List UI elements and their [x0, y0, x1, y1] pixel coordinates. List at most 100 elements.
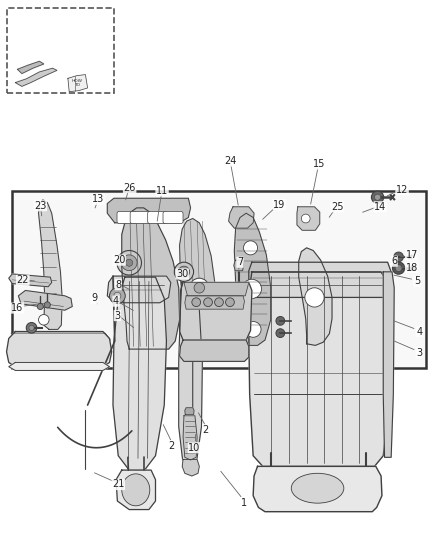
Polygon shape — [185, 296, 244, 309]
Text: HOW
TO: HOW TO — [71, 79, 82, 87]
Text: 8: 8 — [115, 280, 121, 289]
Polygon shape — [107, 198, 191, 223]
Text: 12: 12 — [396, 185, 408, 195]
Circle shape — [276, 317, 285, 325]
Polygon shape — [383, 272, 394, 457]
Polygon shape — [9, 274, 52, 287]
Circle shape — [245, 321, 261, 337]
Circle shape — [394, 252, 403, 262]
Circle shape — [117, 251, 141, 275]
Polygon shape — [234, 213, 271, 345]
Text: 11: 11 — [156, 186, 168, 196]
Circle shape — [276, 329, 285, 337]
Bar — [7, 8, 114, 93]
Polygon shape — [116, 470, 155, 510]
Circle shape — [114, 292, 121, 300]
Text: 15: 15 — [313, 159, 325, 169]
Text: 22: 22 — [17, 276, 29, 285]
Text: 19: 19 — [273, 200, 286, 209]
Polygon shape — [68, 75, 88, 92]
Circle shape — [194, 282, 205, 293]
Text: 1: 1 — [241, 498, 247, 508]
Polygon shape — [182, 459, 199, 476]
Polygon shape — [18, 61, 44, 74]
Circle shape — [174, 262, 194, 281]
FancyBboxPatch shape — [117, 212, 137, 223]
Circle shape — [44, 302, 50, 308]
Circle shape — [395, 264, 402, 272]
Polygon shape — [107, 276, 171, 303]
Text: 5: 5 — [414, 277, 420, 286]
Text: 3: 3 — [416, 348, 422, 358]
Text: 9: 9 — [91, 294, 97, 303]
Text: 30: 30 — [176, 269, 188, 279]
Polygon shape — [180, 282, 252, 340]
Polygon shape — [249, 272, 392, 466]
Text: 3: 3 — [114, 311, 120, 320]
FancyBboxPatch shape — [130, 212, 150, 223]
Text: 4: 4 — [416, 327, 422, 336]
Ellipse shape — [291, 473, 344, 503]
Circle shape — [190, 278, 209, 297]
Polygon shape — [185, 408, 194, 415]
Circle shape — [29, 325, 34, 330]
Polygon shape — [15, 68, 57, 86]
Text: 2: 2 — [169, 441, 175, 450]
Text: 26: 26 — [124, 183, 136, 192]
Circle shape — [242, 279, 261, 298]
Text: 16: 16 — [11, 303, 24, 313]
Text: 25: 25 — [331, 202, 343, 212]
Circle shape — [39, 314, 49, 325]
FancyBboxPatch shape — [148, 212, 168, 223]
FancyBboxPatch shape — [163, 212, 183, 223]
Polygon shape — [180, 219, 215, 354]
Polygon shape — [184, 282, 249, 296]
Circle shape — [37, 303, 43, 310]
Polygon shape — [234, 260, 244, 271]
Circle shape — [215, 298, 223, 306]
Polygon shape — [180, 340, 249, 361]
Circle shape — [110, 288, 125, 304]
Circle shape — [26, 322, 37, 333]
Circle shape — [374, 194, 381, 200]
Polygon shape — [18, 290, 72, 310]
Polygon shape — [183, 416, 197, 460]
Polygon shape — [39, 200, 62, 329]
Circle shape — [226, 298, 234, 306]
Circle shape — [392, 262, 405, 274]
Text: 21: 21 — [112, 480, 124, 489]
Polygon shape — [9, 362, 110, 370]
Polygon shape — [297, 207, 320, 230]
Polygon shape — [229, 207, 254, 228]
Text: 18: 18 — [406, 263, 418, 272]
Polygon shape — [7, 332, 112, 367]
Polygon shape — [253, 466, 382, 512]
Circle shape — [126, 259, 133, 266]
Polygon shape — [113, 277, 166, 470]
Text: 4: 4 — [113, 296, 119, 306]
Polygon shape — [179, 282, 202, 466]
Polygon shape — [299, 248, 332, 345]
Circle shape — [204, 298, 212, 306]
Circle shape — [371, 191, 384, 204]
Circle shape — [244, 241, 258, 255]
Text: 6: 6 — [391, 256, 397, 266]
Circle shape — [301, 214, 310, 223]
Circle shape — [178, 266, 190, 278]
Text: 24: 24 — [224, 156, 236, 166]
Polygon shape — [249, 262, 391, 297]
Text: 2: 2 — [203, 425, 209, 434]
Polygon shape — [122, 208, 180, 349]
Text: 23: 23 — [34, 201, 46, 211]
Text: 7: 7 — [237, 257, 243, 267]
Bar — [12, 191, 426, 368]
Circle shape — [121, 255, 137, 271]
Text: 14: 14 — [374, 202, 386, 212]
Text: 20: 20 — [113, 255, 125, 265]
Ellipse shape — [122, 474, 150, 506]
Circle shape — [192, 298, 201, 306]
Text: 10: 10 — [188, 443, 201, 453]
Circle shape — [305, 288, 324, 307]
Text: 13: 13 — [92, 195, 105, 204]
Text: 17: 17 — [406, 250, 418, 260]
